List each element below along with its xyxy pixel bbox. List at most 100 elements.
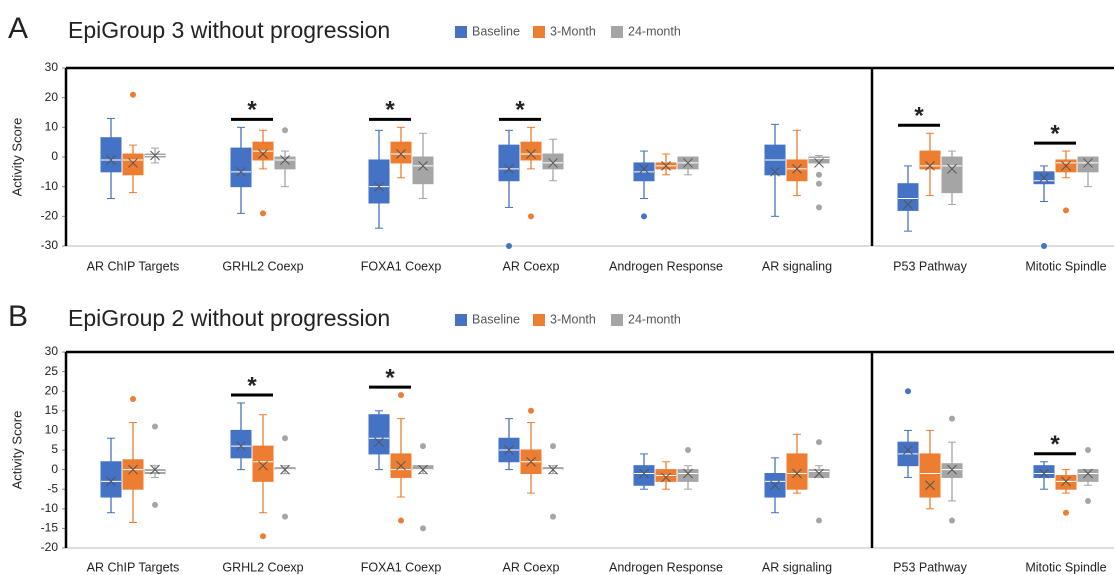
legend-label: Baseline (472, 24, 520, 38)
mean-marker (150, 464, 160, 475)
outlier (550, 443, 556, 450)
mean-marker (792, 164, 802, 174)
y-tick-label: 5 (51, 442, 58, 456)
outlier (130, 396, 136, 403)
mean-marker (770, 166, 780, 177)
x-tick-label: GRHL2 Coexp (222, 560, 303, 574)
outlier (420, 525, 426, 532)
box (919, 150, 941, 170)
box (412, 156, 434, 185)
legend-swatch (533, 26, 545, 38)
mean-marker (903, 445, 913, 455)
legend-label: Baseline (472, 312, 520, 326)
outlier (1085, 447, 1091, 453)
y-tick-label: -20 (41, 209, 59, 223)
significance-star: * (247, 97, 257, 124)
outlier (1085, 497, 1091, 504)
significance-star: * (1050, 120, 1060, 147)
box (1055, 474, 1077, 490)
box (941, 463, 963, 478)
outlier (282, 513, 288, 520)
y-tick-label: 10 (45, 120, 59, 134)
mean-marker (106, 155, 116, 165)
box (230, 147, 252, 188)
mean-marker (1083, 158, 1093, 168)
mean-marker (661, 161, 671, 171)
box (390, 141, 412, 164)
box (786, 453, 808, 490)
x-tick-label: P53 Pathway (893, 259, 967, 273)
mean-marker (418, 464, 428, 475)
box (1077, 469, 1099, 482)
mean-marker (280, 155, 290, 165)
outlier (685, 447, 691, 453)
box (368, 414, 390, 455)
x-tick-label: AR signaling (762, 259, 832, 273)
y-tick-label: 20 (45, 383, 59, 397)
box (100, 461, 122, 498)
y-tick-label: 30 (45, 344, 59, 358)
box (274, 156, 296, 170)
panel-label: A (8, 12, 28, 45)
y-tick-label: -5 (47, 481, 58, 495)
mean-marker (903, 199, 913, 210)
outlier (528, 213, 534, 220)
box (786, 159, 808, 182)
outlier (1063, 509, 1069, 516)
box (897, 183, 919, 211)
legend-swatch (611, 314, 623, 326)
mean-marker (639, 468, 649, 479)
mean-marker (770, 480, 780, 491)
x-tick-label: P53 Pathway (893, 560, 967, 574)
mean-marker (947, 464, 957, 475)
mean-marker (639, 164, 649, 174)
legend-swatch (455, 26, 467, 38)
mean-marker (1061, 161, 1071, 171)
outlier (949, 517, 955, 524)
mean-marker (258, 460, 268, 471)
box (1077, 156, 1099, 173)
box (941, 156, 963, 194)
mean-marker (504, 445, 514, 455)
mean-marker (396, 149, 406, 159)
legend-label: 3-Month (550, 24, 596, 38)
outlier (420, 443, 426, 450)
y-tick-label: 20 (45, 90, 59, 104)
mean-marker (374, 181, 384, 192)
outlier (550, 513, 556, 520)
x-tick-label: FOXA1 Coexp (361, 259, 442, 273)
mean-marker (526, 149, 536, 159)
legend-label: 24-month (628, 312, 681, 326)
mean-marker (150, 150, 160, 161)
mean-marker (925, 161, 935, 171)
mean-marker (1061, 476, 1071, 487)
mean-marker (236, 166, 246, 177)
legend-swatch (611, 26, 623, 38)
significance-star: * (914, 103, 924, 130)
mean-marker (947, 164, 957, 174)
significance-star: * (385, 97, 395, 124)
legend-label: 24-month (628, 24, 681, 38)
y-tick-label: 0 (51, 149, 58, 163)
chart-title: EpiGroup 3 without progression (68, 17, 390, 43)
y-tick-label: 25 (45, 364, 59, 378)
significance-star: * (247, 372, 257, 399)
box (122, 153, 144, 176)
mean-marker (814, 158, 824, 168)
y-tick-label: 0 (51, 462, 58, 476)
mean-marker (683, 468, 693, 479)
mean-marker (236, 441, 246, 451)
mean-marker (128, 464, 138, 475)
y-tick-label: -10 (41, 501, 59, 515)
outlier (1041, 243, 1047, 249)
x-tick-label: AR Coexp (503, 259, 560, 273)
mean-marker (526, 456, 536, 467)
outlier (506, 243, 512, 249)
panel-label: B (8, 300, 28, 333)
mean-marker (925, 480, 935, 491)
x-tick-label: Mitotic Spindle (1025, 560, 1106, 574)
outlier (398, 517, 404, 524)
x-tick-label: AR Coexp (503, 560, 560, 574)
outlier (816, 204, 822, 211)
significance-star: * (385, 364, 395, 391)
